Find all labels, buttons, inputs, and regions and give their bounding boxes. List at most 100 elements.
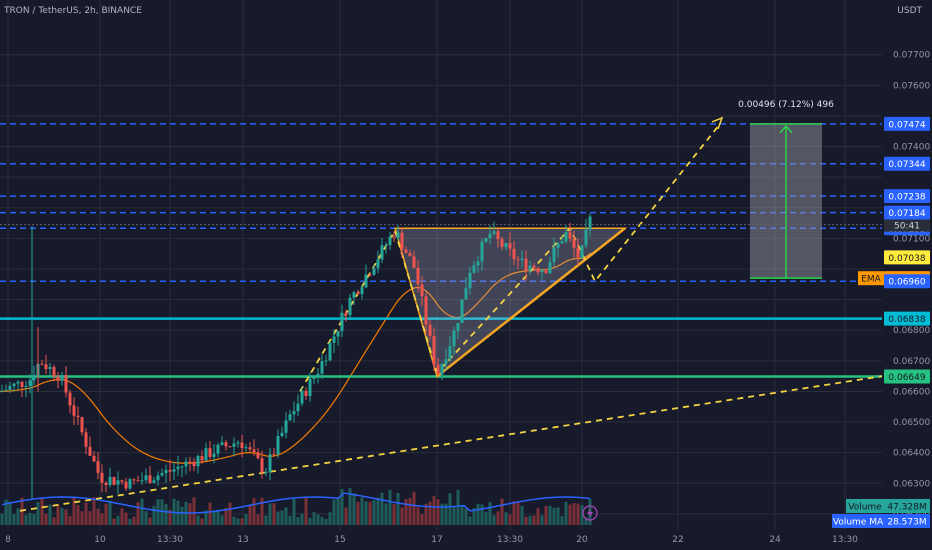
candle-body xyxy=(584,229,588,246)
candle-body xyxy=(536,268,540,273)
volume-bar xyxy=(516,502,520,525)
candle-body xyxy=(464,288,468,300)
candle-body xyxy=(268,454,272,472)
candle-body xyxy=(92,455,96,462)
volume-bar xyxy=(84,502,88,525)
volume-bar xyxy=(16,508,20,525)
long-trend-line xyxy=(19,375,883,512)
volume-bar xyxy=(312,512,316,525)
volume-bar xyxy=(256,514,260,525)
candle-body xyxy=(24,386,28,388)
volume-bar xyxy=(60,508,64,525)
volume-bar xyxy=(332,499,336,525)
volume-bar xyxy=(188,503,192,525)
volume-bar xyxy=(200,518,204,525)
candle-body xyxy=(496,231,500,240)
volume-bar xyxy=(52,517,56,525)
candle-body xyxy=(552,247,556,263)
volume-bar xyxy=(432,496,436,525)
volume-bar xyxy=(392,504,396,525)
volume-bar xyxy=(480,504,484,525)
candle-body xyxy=(120,480,124,482)
volume-ma-line xyxy=(1,492,591,514)
price-badge-label: 0.07038 xyxy=(888,254,925,264)
volume-bar xyxy=(228,502,232,525)
candle-body xyxy=(280,432,284,437)
volume-bars xyxy=(0,488,592,525)
volume-bar xyxy=(576,503,580,525)
candle-body xyxy=(248,447,252,450)
volume-bar xyxy=(404,499,408,525)
candle-body xyxy=(448,346,452,360)
price-tick: 0.06300 xyxy=(893,479,930,489)
volume-bar xyxy=(552,507,556,525)
volume-bar xyxy=(280,510,284,525)
volume-bar xyxy=(64,509,68,525)
volume-ma-tag xyxy=(832,514,884,528)
volume-bar xyxy=(360,497,364,525)
candle-body xyxy=(508,243,512,249)
volume-bar xyxy=(348,488,352,525)
candle-body xyxy=(308,378,312,396)
volume-bar xyxy=(224,507,228,525)
candle-body xyxy=(124,481,128,489)
volume-bar xyxy=(216,509,220,525)
candle-body xyxy=(184,461,188,467)
candle-body xyxy=(368,274,372,276)
volume-bar xyxy=(456,489,460,525)
volume-bar xyxy=(564,501,568,525)
volume-bar xyxy=(152,505,156,525)
candle-body xyxy=(360,287,364,295)
price-badge-label: 0.07238 xyxy=(888,193,925,203)
candle-body xyxy=(48,367,52,370)
candle-body xyxy=(144,475,148,481)
volume-bar xyxy=(48,504,52,525)
candle-body xyxy=(116,480,120,485)
volume-bar xyxy=(344,507,348,525)
volume-bar xyxy=(380,492,384,525)
price-tick: 0.07100 xyxy=(893,234,930,244)
volume-bar xyxy=(68,516,72,525)
volume-bar xyxy=(440,503,444,525)
price-badges: 0.074740.073440.072380.071840.071330.070… xyxy=(832,116,930,528)
time-tick: 22 xyxy=(672,535,683,545)
drawings: 0.00496 (7.12%) 496 xyxy=(0,100,883,521)
volume-bar xyxy=(428,501,432,525)
volume-bar xyxy=(532,515,536,525)
volume-bar xyxy=(252,498,256,525)
volume-bar xyxy=(44,513,48,525)
currency-label: USDT xyxy=(897,6,922,16)
volume-bar xyxy=(300,513,304,525)
volume-value-badge xyxy=(884,499,930,513)
volume-bar xyxy=(164,504,168,525)
volume-bar xyxy=(208,502,212,525)
ema-tag-label: EMA xyxy=(861,275,881,285)
candle-body xyxy=(292,411,296,415)
candle-body xyxy=(404,249,408,254)
volume-bar xyxy=(356,501,360,525)
volume-bar xyxy=(544,506,548,525)
candle-body xyxy=(4,389,8,391)
volume-bar xyxy=(304,497,308,525)
candle-body xyxy=(300,390,304,404)
volume-bar xyxy=(72,497,76,525)
volume-bar xyxy=(108,500,112,525)
volume-bar xyxy=(116,515,120,525)
price-badge xyxy=(884,156,930,171)
candle-body xyxy=(480,241,484,262)
candle-body xyxy=(460,299,464,324)
volume-bar xyxy=(484,511,488,525)
candle-body xyxy=(256,452,260,459)
volume-bar xyxy=(276,511,280,525)
price-tick: 0.07700 xyxy=(893,51,930,61)
candle-body xyxy=(420,284,424,297)
candle-body xyxy=(148,475,152,483)
volume-bar xyxy=(296,517,300,525)
candle-body xyxy=(168,470,172,472)
candle-body xyxy=(44,364,48,370)
time-tick: 10 xyxy=(94,535,106,545)
volume-ma-value-badge xyxy=(884,514,930,528)
measure-label: 0.00496 (7.12%) 496 xyxy=(738,100,834,110)
candle-body xyxy=(244,447,248,449)
